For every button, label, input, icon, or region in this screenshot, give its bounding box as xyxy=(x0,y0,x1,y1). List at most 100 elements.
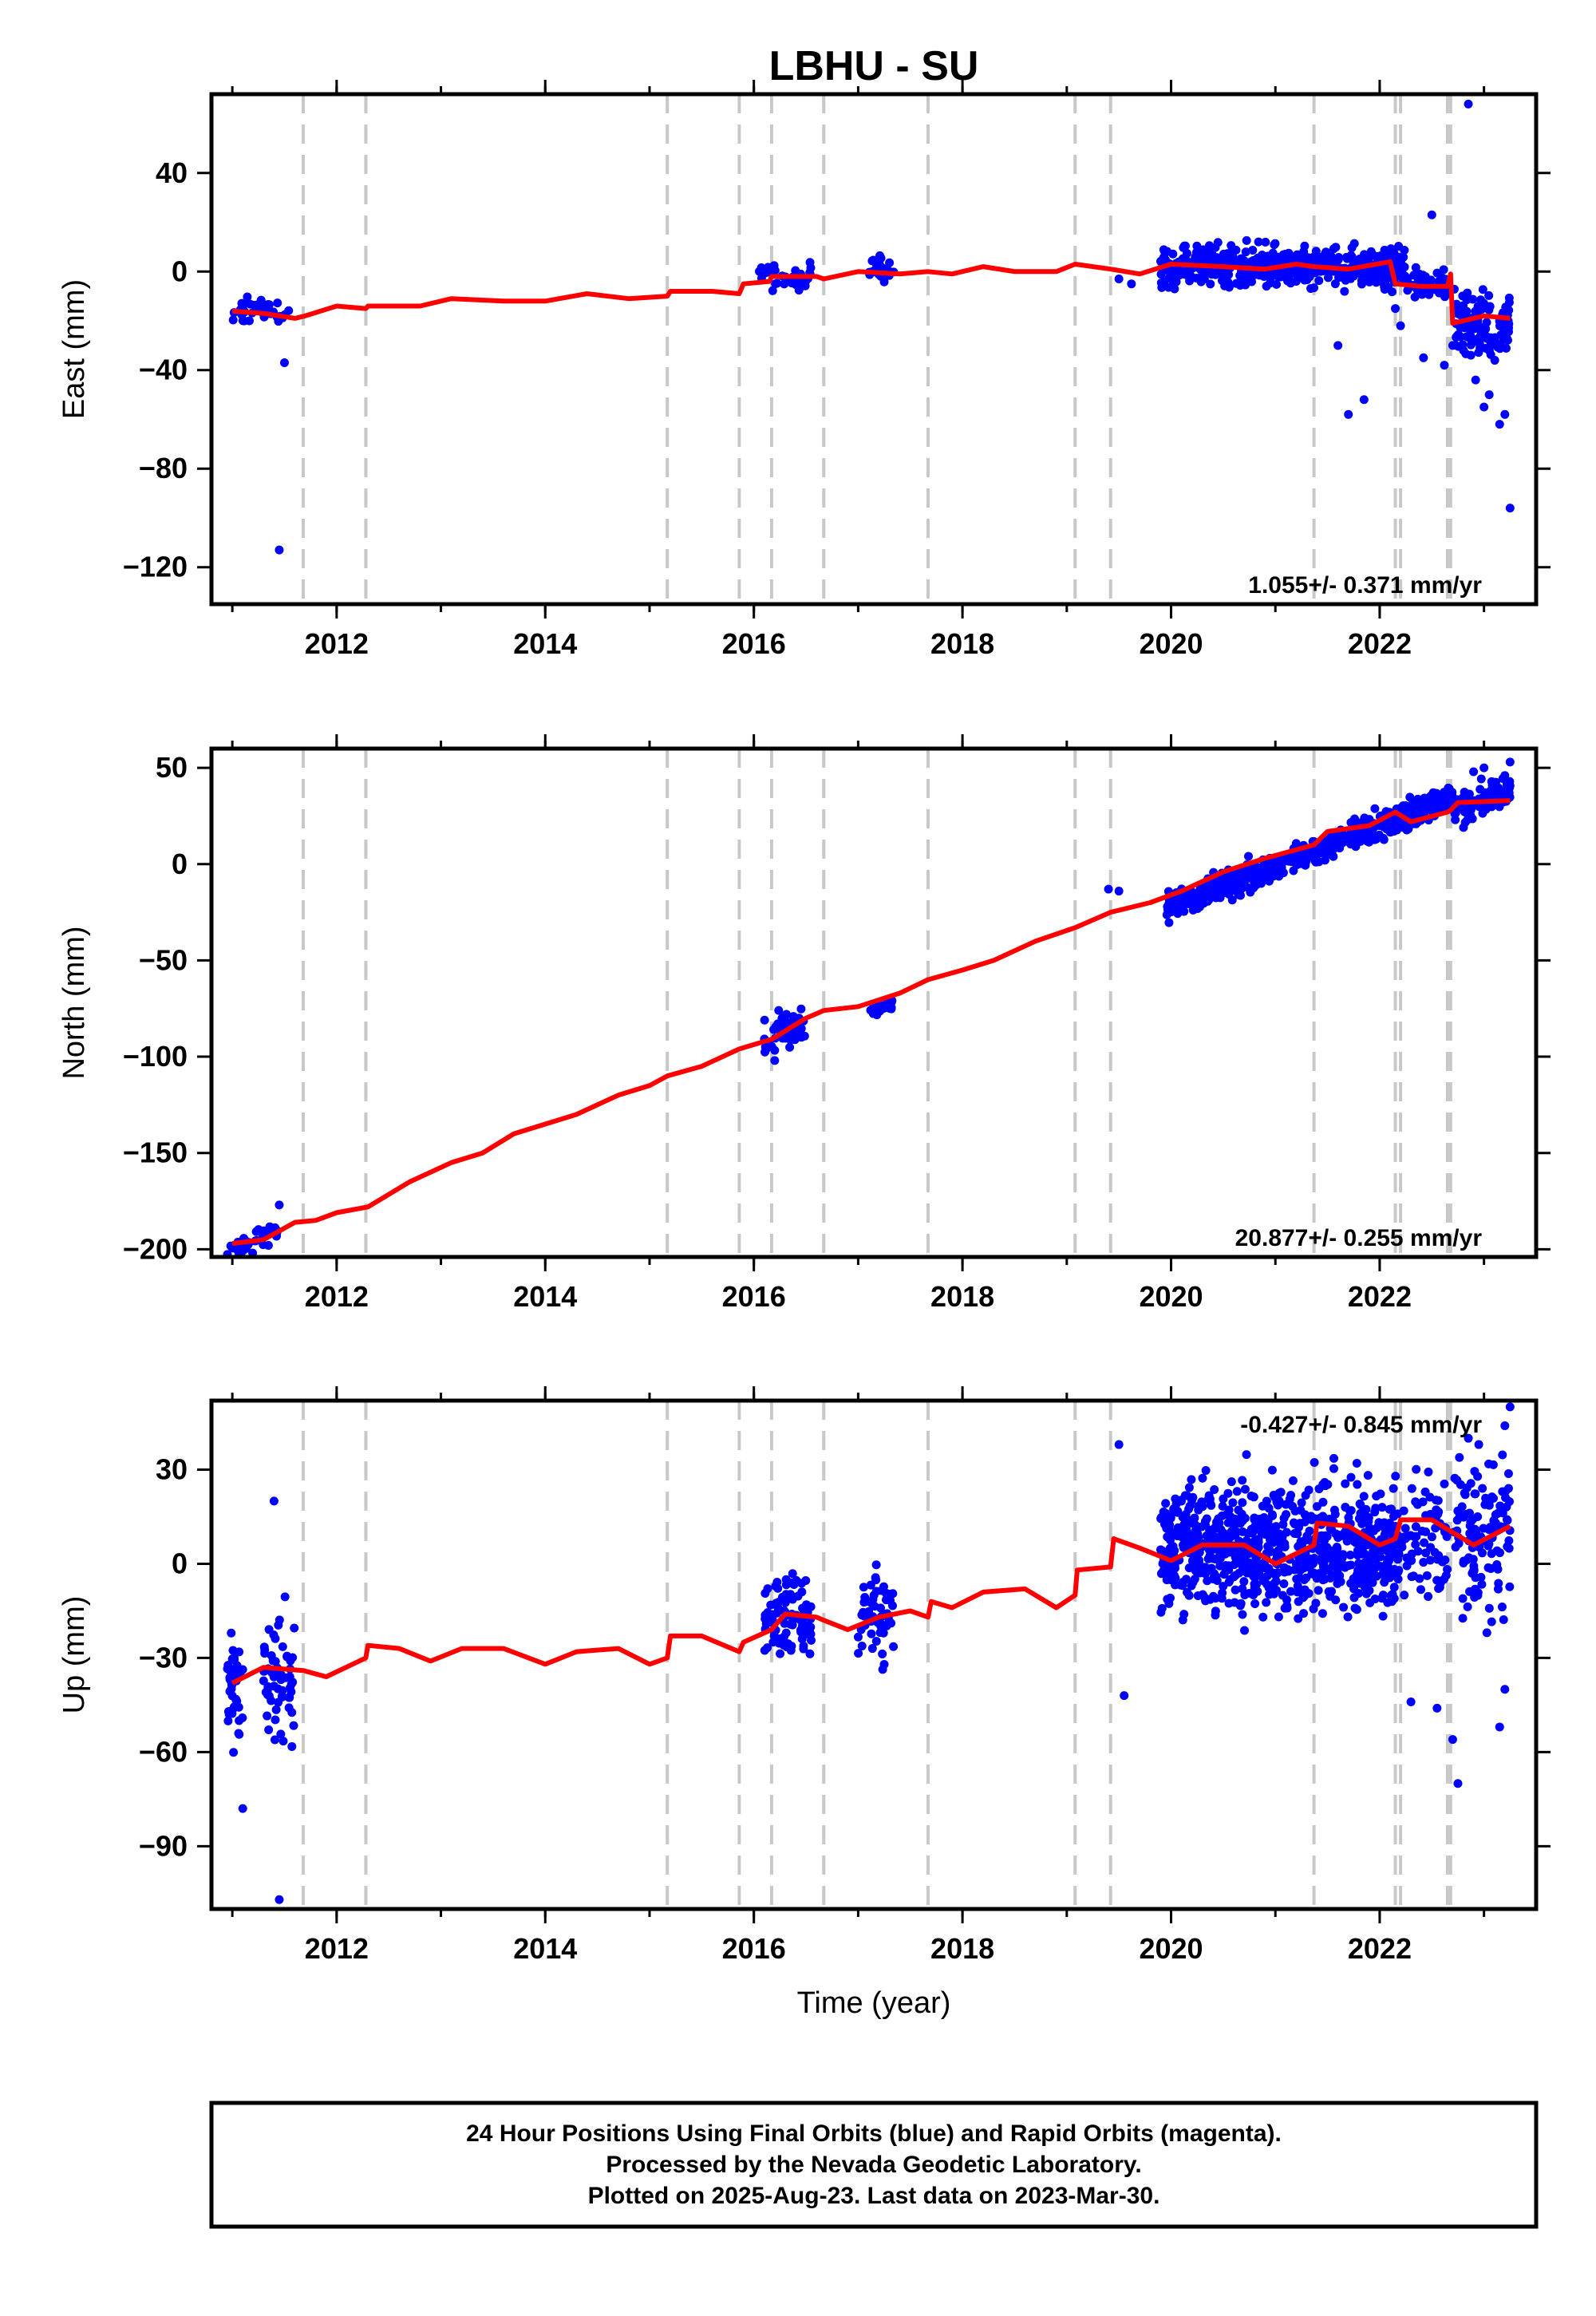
north-data-point-61 xyxy=(790,1035,800,1045)
north-data-point-563 xyxy=(1402,825,1412,835)
up-data-point-965 xyxy=(1189,1563,1199,1572)
up-data-point-901 xyxy=(1253,1587,1262,1596)
east-data-point-41 xyxy=(242,297,251,306)
up-data-point-1229 xyxy=(1498,1508,1507,1518)
up-data-point-1236 xyxy=(1472,1528,1481,1537)
east-data-point-800 xyxy=(1471,375,1480,385)
east-data-point-93 xyxy=(876,253,886,263)
up-data-point-791 xyxy=(1200,1517,1210,1527)
up-data-point-1041 xyxy=(1314,1484,1324,1494)
up-data-point-951 xyxy=(1295,1519,1305,1528)
up-data-point-950 xyxy=(1290,1528,1299,1538)
up-data-point-217 xyxy=(889,1642,899,1651)
up-data-point-87 xyxy=(278,1691,287,1701)
east-data-point-621 xyxy=(1241,280,1250,290)
up-data-point-743 xyxy=(1278,1591,1287,1600)
up-data-point-504 xyxy=(1329,1464,1338,1473)
up-data-point-534 xyxy=(1238,1610,1247,1619)
north-data-point-532 xyxy=(1372,834,1381,844)
east-data-point-755 xyxy=(1499,334,1508,344)
north-data-point-681 xyxy=(1427,806,1436,816)
up-data-point-77 xyxy=(271,1705,281,1714)
east-data-point-411 xyxy=(1331,243,1341,252)
up-data-point-913 xyxy=(1201,1465,1211,1475)
up-data-point-1015 xyxy=(1349,1584,1359,1594)
up-data-point-1237 xyxy=(1502,1515,1511,1524)
up-data-point-1045 xyxy=(1173,1508,1183,1517)
north-x-tick-label-2014: 2014 xyxy=(513,1280,577,1313)
up-data-point-248 xyxy=(859,1583,868,1592)
up-data-point-1245 xyxy=(1484,1500,1494,1510)
east-data-point-801 xyxy=(1479,402,1489,412)
up-data-point-728 xyxy=(1269,1589,1278,1599)
up-data-point-227 xyxy=(854,1649,863,1658)
east-data-point-740 xyxy=(1501,343,1511,353)
up-data-point-1018 xyxy=(1220,1549,1230,1559)
east-data-point-556 xyxy=(1365,251,1374,261)
up-data-point-1256 xyxy=(1432,1703,1442,1713)
up-data-point-1231 xyxy=(1469,1566,1479,1575)
up-data-point-941 xyxy=(1288,1476,1298,1485)
up-data-point-98 xyxy=(284,1693,294,1702)
up-data-point-1006 xyxy=(1294,1597,1303,1607)
up-data-point-254 xyxy=(866,1580,875,1590)
up-data-point-45 xyxy=(280,1592,290,1602)
north-data-point-817 xyxy=(1104,884,1113,894)
east-data-point-789 xyxy=(1114,275,1124,284)
north-data-point-66 xyxy=(760,1015,769,1025)
east-data-point-773 xyxy=(1456,332,1465,342)
up-data-point-1258 xyxy=(1453,1779,1463,1788)
up-data-point-199 xyxy=(799,1644,808,1654)
up-y-tick-label--30: −30 xyxy=(139,1641,188,1674)
north-data-point-781 xyxy=(1451,815,1460,824)
north-x-tick-label-2012: 2012 xyxy=(305,1280,369,1313)
east-data-point-806 xyxy=(1464,99,1473,109)
up-data-point-92 xyxy=(263,1686,272,1695)
east-x-tick-label-2020: 2020 xyxy=(1139,627,1203,660)
up-data-point-1003 xyxy=(1310,1568,1319,1578)
up-data-point-784 xyxy=(1193,1529,1203,1539)
north-data-point-29 xyxy=(263,1240,273,1250)
up-data-point-1107 xyxy=(1432,1505,1441,1515)
east-data-point-79 xyxy=(757,267,766,277)
north-x-tick-label-2020: 2020 xyxy=(1139,1280,1203,1313)
north-data-point-693 xyxy=(1286,857,1296,867)
north-data-point-642 xyxy=(1166,902,1175,911)
up-data-point-767 xyxy=(1278,1520,1288,1529)
up-data-point-38 xyxy=(223,1664,232,1674)
up-data-point-1 xyxy=(227,1628,236,1638)
east-data-point-512 xyxy=(1293,253,1302,263)
up-data-point-1216 xyxy=(1484,1603,1494,1613)
up-data-point-1022 xyxy=(1379,1567,1389,1577)
east-data-point-611 xyxy=(1224,270,1234,279)
east-data-point-787 xyxy=(279,358,289,367)
up-data-point-1077 xyxy=(1411,1539,1420,1549)
east-data-point-777 xyxy=(1471,324,1480,334)
up-data-point-32 xyxy=(229,1748,239,1757)
east-data-point-488 xyxy=(1349,239,1359,248)
east-data-point-807 xyxy=(1448,341,1457,350)
up-data-point-1205 xyxy=(1498,1487,1507,1496)
up-data-point-554 xyxy=(1231,1585,1240,1595)
up-data-point-961 xyxy=(1164,1599,1174,1608)
east-data-point-796 xyxy=(1419,353,1428,362)
east-data-point-100 xyxy=(879,277,889,287)
up-data-point-1005 xyxy=(1282,1601,1292,1611)
up-data-point-198 xyxy=(763,1584,772,1594)
up-data-point-949 xyxy=(1385,1573,1395,1583)
up-data-point-1250 xyxy=(269,1496,279,1506)
up-data-point-1023 xyxy=(1374,1518,1384,1528)
east-plot-frame xyxy=(209,92,1539,607)
north-y-tick-label-0: 0 xyxy=(172,848,188,880)
up-data-point-1211 xyxy=(1460,1490,1470,1500)
up-data-point-935 xyxy=(1311,1599,1321,1608)
up-data-point-1125 xyxy=(1403,1532,1412,1542)
up-data-point-1124 xyxy=(1421,1548,1431,1558)
up-data-point-432 xyxy=(1240,1626,1250,1635)
east-data-point-691 xyxy=(1484,290,1494,300)
east-y-tick-label--40: −40 xyxy=(139,354,188,386)
up-data-point-114 xyxy=(776,1649,785,1658)
up-data-point-1098 xyxy=(1411,1522,1420,1531)
up-data-point-241 xyxy=(853,1632,863,1642)
north-y-tick-label--100: −100 xyxy=(123,1040,188,1073)
